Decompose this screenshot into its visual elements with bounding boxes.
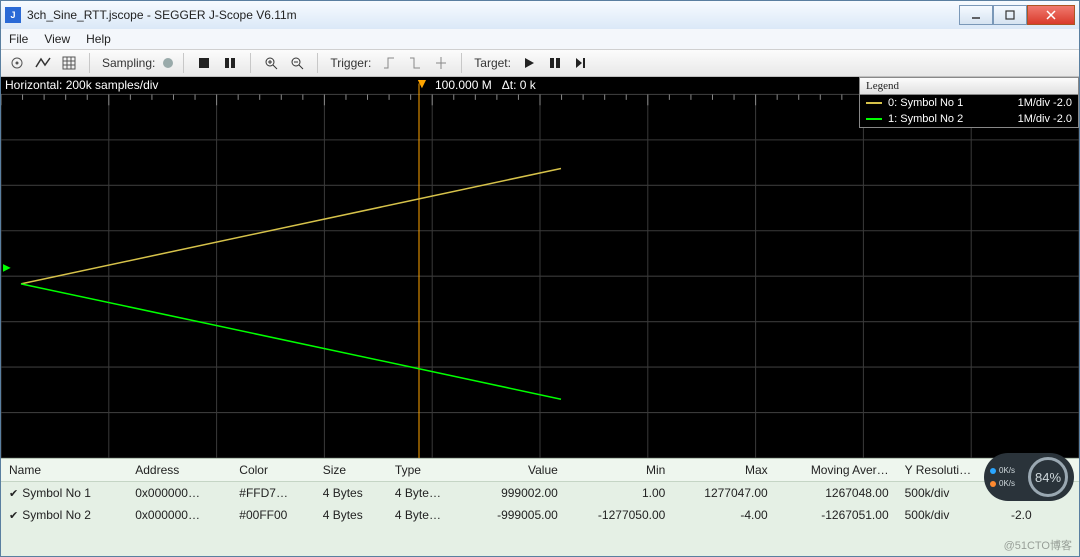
table-cell: 1267048.00 bbox=[776, 482, 897, 505]
table-cell: Symbol No 2 bbox=[1, 504, 127, 526]
table-header[interactable]: Type bbox=[387, 459, 467, 482]
toolbar-separator bbox=[89, 53, 90, 73]
horizontal-scale-text: Horizontal: 200k samples/div bbox=[5, 77, 158, 93]
table-header[interactable]: Name bbox=[1, 459, 127, 482]
symbols-table-panel: NameAddressColorSizeTypeValueMinMaxMovin… bbox=[1, 458, 1079, 556]
table-cell: -2.0 bbox=[1003, 504, 1079, 526]
trigger-rising-icon[interactable] bbox=[379, 53, 399, 73]
target-skip-icon[interactable] bbox=[571, 53, 591, 73]
menu-view[interactable]: View bbox=[36, 32, 78, 46]
cursor-marker-icon: ▼ bbox=[415, 77, 429, 91]
close-button[interactable] bbox=[1027, 5, 1075, 25]
table-cell: 1277047.00 bbox=[673, 482, 775, 505]
target-pause-icon[interactable] bbox=[545, 53, 565, 73]
table-cell: -1267051.00 bbox=[776, 504, 897, 526]
table-cell: 4 Byte… bbox=[387, 482, 467, 505]
window-title: 3ch_Sine_RTT.jscope - SEGGER J-Scope V6.… bbox=[27, 8, 959, 22]
perf-widget: 0K/s 0K/s 84% bbox=[984, 453, 1074, 501]
table-header[interactable]: Moving Aver… bbox=[776, 459, 897, 482]
table-icon[interactable] bbox=[59, 53, 79, 73]
table-header[interactable]: Value bbox=[467, 459, 566, 482]
cursor-value: 100.000 M bbox=[435, 78, 492, 92]
app-icon: J bbox=[5, 7, 21, 23]
menu-file[interactable]: File bbox=[1, 32, 36, 46]
table-cell: -4.00 bbox=[673, 504, 775, 526]
scope-canvas bbox=[1, 77, 1079, 458]
legend-label: 0: Symbol No 1 bbox=[888, 97, 963, 109]
table-cell: 0x000000… bbox=[127, 504, 231, 526]
menu-help[interactable]: Help bbox=[78, 32, 119, 46]
trigger-falling-icon[interactable] bbox=[405, 53, 425, 73]
toolbar: Sampling: Trigger: Target: bbox=[1, 49, 1079, 77]
watermark-text: @51CTO博客 bbox=[1004, 537, 1072, 553]
trigger-both-icon[interactable] bbox=[431, 53, 451, 73]
perf-percent: 84% bbox=[1028, 457, 1068, 497]
legend-scale: 1M/div -2.0 bbox=[1018, 97, 1072, 109]
app-window: J 3ch_Sine_RTT.jscope - SEGGER J-Scope V… bbox=[0, 0, 1080, 557]
settings-icon[interactable] bbox=[7, 53, 27, 73]
scope-area[interactable]: Horizontal: 200k samples/div ▼ 100.000 M… bbox=[1, 77, 1079, 458]
table-cell: 4 Bytes bbox=[315, 482, 387, 505]
trace-style-icon[interactable] bbox=[33, 53, 53, 73]
table-header[interactable]: Address bbox=[127, 459, 231, 482]
table-header[interactable]: Size bbox=[315, 459, 387, 482]
legend-label: 1: Symbol No 2 bbox=[888, 113, 963, 125]
toolbar-separator bbox=[461, 53, 462, 73]
pause-icon[interactable] bbox=[220, 53, 240, 73]
legend-title: Legend bbox=[860, 78, 1078, 95]
minimize-button[interactable] bbox=[959, 5, 993, 25]
net-up-rate: 0K/s bbox=[999, 466, 1015, 475]
net-up-dot-icon bbox=[990, 468, 996, 474]
zoom-out-icon[interactable] bbox=[287, 53, 307, 73]
legend-row[interactable]: 1: Symbol No 2 1M/div -2.0 bbox=[860, 111, 1078, 127]
table-cell: 4 Byte… bbox=[387, 504, 467, 526]
cursor-readout: 100.000 M Δt: 0 k bbox=[435, 77, 536, 93]
zoom-in-icon[interactable] bbox=[261, 53, 281, 73]
titlebar: J 3ch_Sine_RTT.jscope - SEGGER J-Scope V… bbox=[1, 1, 1079, 29]
table-cell: #00FF00 bbox=[231, 504, 314, 526]
table-header[interactable]: Min bbox=[566, 459, 674, 482]
legend-panel: Legend 0: Symbol No 11M/div -2.01: Symbo… bbox=[859, 77, 1079, 128]
target-label: Target: bbox=[472, 56, 513, 70]
table-cell: 999002.00 bbox=[467, 482, 566, 505]
table-cell: 500k/div bbox=[897, 504, 1003, 526]
trigger-label: Trigger: bbox=[328, 56, 373, 70]
sampling-status-icon bbox=[163, 58, 173, 68]
table-cell: Symbol No 1 bbox=[1, 482, 127, 505]
table-cell: -1277050.00 bbox=[566, 504, 674, 526]
net-down-rate: 0K/s bbox=[999, 479, 1015, 488]
table-cell: 4 Bytes bbox=[315, 504, 387, 526]
cursor-delta: Δt: 0 k bbox=[502, 78, 536, 92]
sampling-label: Sampling: bbox=[100, 56, 157, 70]
toolbar-separator bbox=[317, 53, 318, 73]
table-cell: -999005.00 bbox=[467, 504, 566, 526]
net-down-dot-icon bbox=[990, 481, 996, 487]
menubar: File View Help bbox=[1, 29, 1079, 49]
table-cell: #FFD7… bbox=[231, 482, 314, 505]
target-play-icon[interactable] bbox=[519, 53, 539, 73]
legend-row[interactable]: 0: Symbol No 1 1M/div -2.0 bbox=[860, 95, 1078, 111]
table-row[interactable]: Symbol No 20x000000…#00FF004 Bytes4 Byte… bbox=[1, 504, 1079, 526]
table-row[interactable]: Symbol No 10x000000…#FFD7…4 Bytes4 Byte…… bbox=[1, 482, 1079, 505]
table-cell: 0x000000… bbox=[127, 482, 231, 505]
table-header[interactable]: Max bbox=[673, 459, 775, 482]
record-icon[interactable] bbox=[194, 53, 214, 73]
toolbar-separator bbox=[183, 53, 184, 73]
legend-scale: 1M/div -2.0 bbox=[1018, 113, 1072, 125]
table-header[interactable]: Color bbox=[231, 459, 314, 482]
window-buttons bbox=[959, 5, 1075, 25]
legend-swatch-icon bbox=[866, 118, 882, 120]
legend-swatch-icon bbox=[866, 102, 882, 104]
toolbar-separator bbox=[250, 53, 251, 73]
trace-origin-marker-icon: ▶ bbox=[3, 262, 11, 273]
symbols-table: NameAddressColorSizeTypeValueMinMaxMovin… bbox=[1, 459, 1079, 526]
maximize-button[interactable] bbox=[993, 5, 1027, 25]
table-cell: 1.00 bbox=[566, 482, 674, 505]
